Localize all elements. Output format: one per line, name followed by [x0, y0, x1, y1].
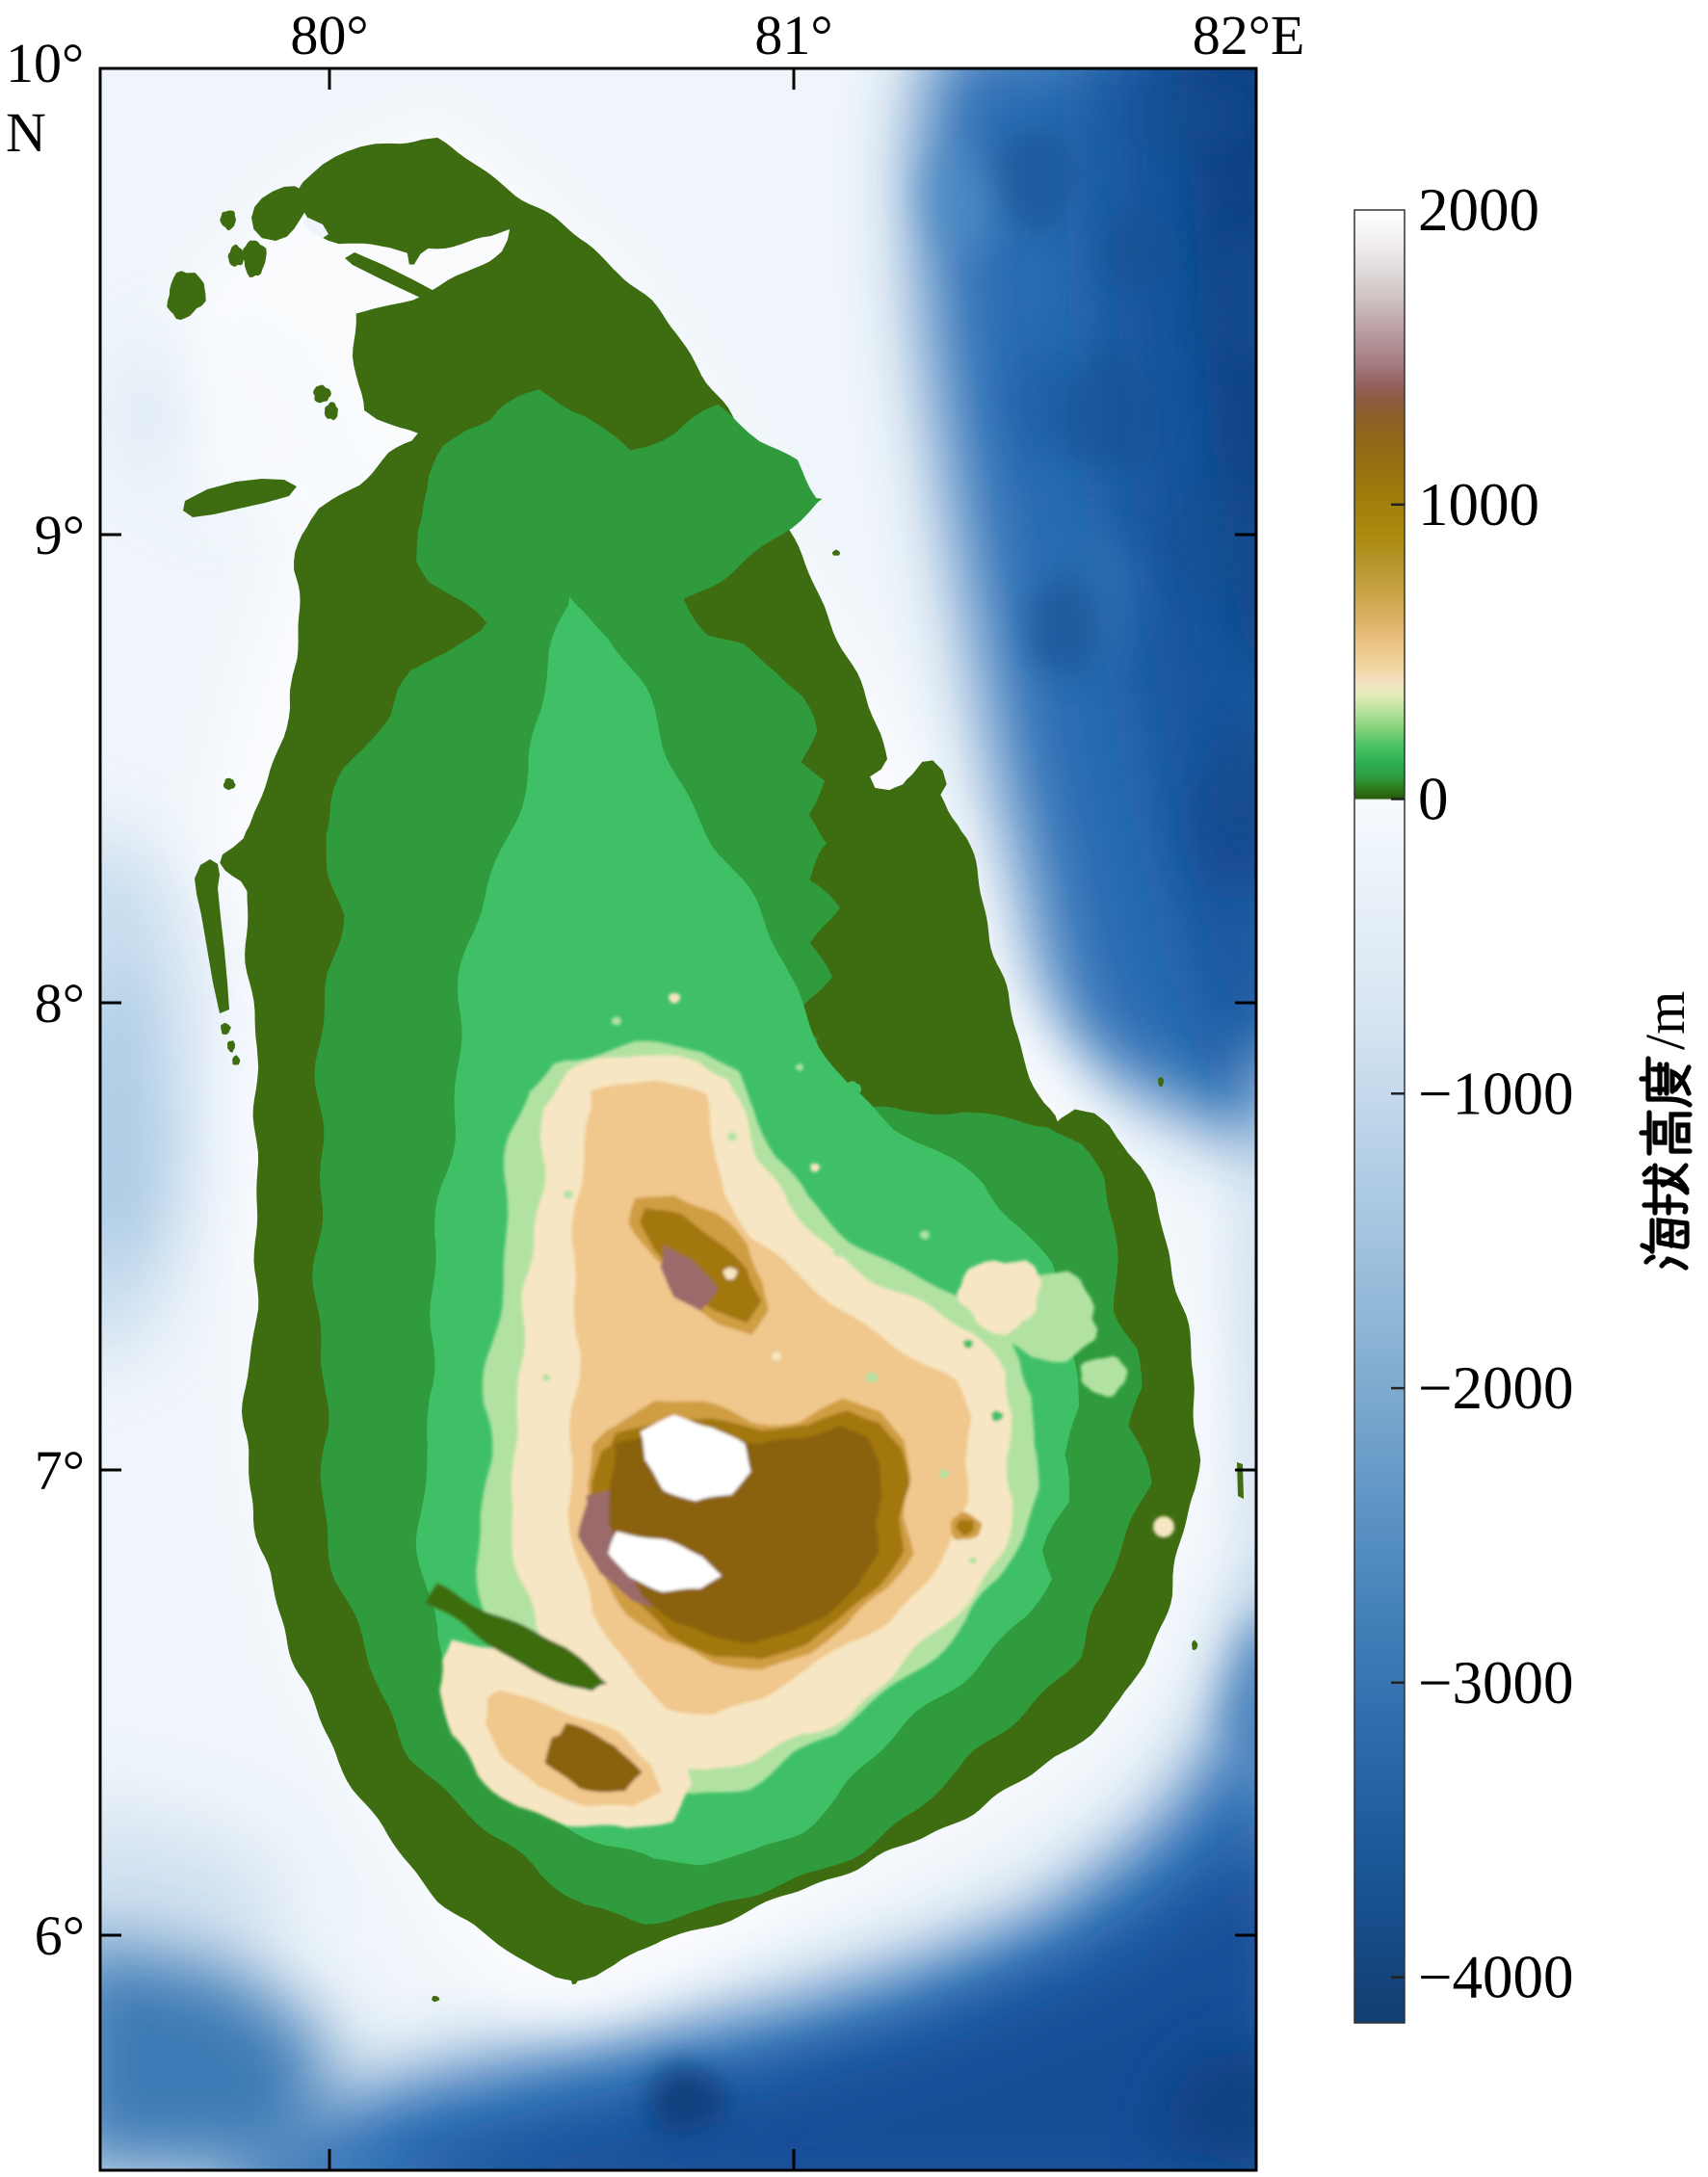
svg-text:N: N	[6, 101, 46, 164]
svg-text:81°: 81°	[754, 4, 832, 66]
svg-text:2000: 2000	[1418, 176, 1539, 244]
svg-text:8°: 8°	[35, 972, 85, 1035]
svg-text:−4000: −4000	[1418, 1944, 1574, 2011]
svg-text:10°: 10°	[6, 32, 84, 94]
svg-text:80°: 80°	[290, 4, 368, 66]
svg-text:−3000: −3000	[1418, 1649, 1574, 1717]
svg-text:7°: 7°	[35, 1439, 85, 1502]
svg-text:82°E: 82°E	[1193, 4, 1305, 66]
svg-text:0: 0	[1418, 766, 1449, 833]
svg-text:9°: 9°	[35, 504, 85, 566]
svg-text:6°: 6°	[35, 1904, 85, 1967]
svg-text:1000: 1000	[1418, 471, 1539, 538]
svg-text:−2000: −2000	[1418, 1354, 1574, 1422]
svg-text:/m: /m	[1634, 991, 1696, 1050]
svg-text:−1000: −1000	[1418, 1060, 1574, 1127]
